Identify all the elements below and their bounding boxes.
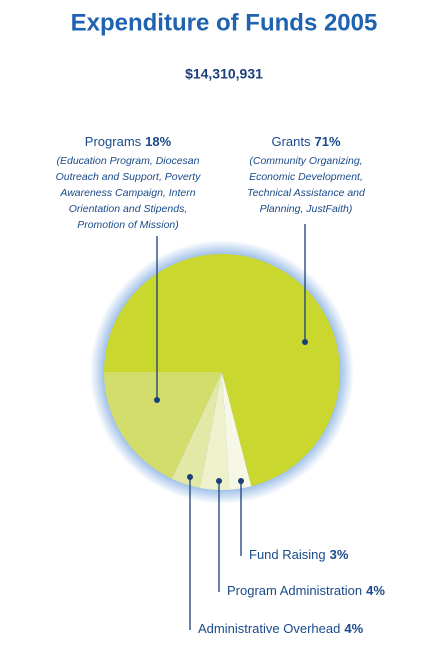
value-label: 18% bbox=[145, 134, 171, 149]
pie-slice bbox=[104, 372, 222, 479]
pie-slice bbox=[104, 254, 340, 487]
pie-slice bbox=[171, 372, 222, 488]
slice-description: (Community Organizing, bbox=[249, 155, 362, 167]
category-name: Administrative Overhead bbox=[198, 621, 340, 636]
value-label: 3% bbox=[330, 547, 349, 562]
chart-title: Expenditure of Funds 2005 bbox=[71, 9, 378, 36]
slice-label: Administrative Overhead 4% bbox=[198, 621, 364, 636]
pie-slice bbox=[199, 372, 230, 490]
slice-label: Fund Raising 3% bbox=[249, 547, 349, 562]
slice-description: Promotion of Mission) bbox=[77, 219, 179, 231]
leader-dot bbox=[154, 397, 160, 403]
leader-dot bbox=[216, 478, 222, 484]
slice-description: Awareness Campaign, Intern bbox=[59, 187, 195, 199]
slice-description: Technical Assistance and bbox=[247, 187, 366, 199]
chart-subtitle: $14,310,931 bbox=[185, 66, 263, 82]
pie bbox=[104, 254, 340, 490]
slice-description: Outreach and Support, Poverty bbox=[56, 171, 201, 183]
leader-dot bbox=[302, 339, 308, 345]
slice-description: Economic Development, bbox=[249, 171, 363, 183]
labels: Programs 18% (Education Program, Diocesan O… bbox=[56, 134, 386, 636]
slice-label: Program Administration 4% bbox=[227, 583, 385, 598]
value-label: 4% bbox=[344, 621, 363, 636]
pie-slice bbox=[222, 372, 252, 490]
slice-label: Grants 71% bbox=[271, 134, 340, 149]
leader-dot bbox=[238, 478, 244, 484]
category-name: Grants bbox=[271, 134, 311, 149]
category-name: Programs bbox=[85, 134, 142, 149]
value-label: 71% bbox=[314, 134, 340, 149]
slice-description: Orientation and Stipends, bbox=[69, 203, 188, 215]
slice-description: Planning, JustFaith) bbox=[260, 203, 353, 215]
category-name: Fund Raising bbox=[249, 547, 326, 562]
value-label: 4% bbox=[366, 583, 385, 598]
slice-label: Programs 18% bbox=[85, 134, 172, 149]
slice-description: (Education Program, Diocesan bbox=[57, 155, 200, 167]
category-name: Program Administration bbox=[227, 583, 362, 598]
leader-dot bbox=[187, 474, 193, 480]
